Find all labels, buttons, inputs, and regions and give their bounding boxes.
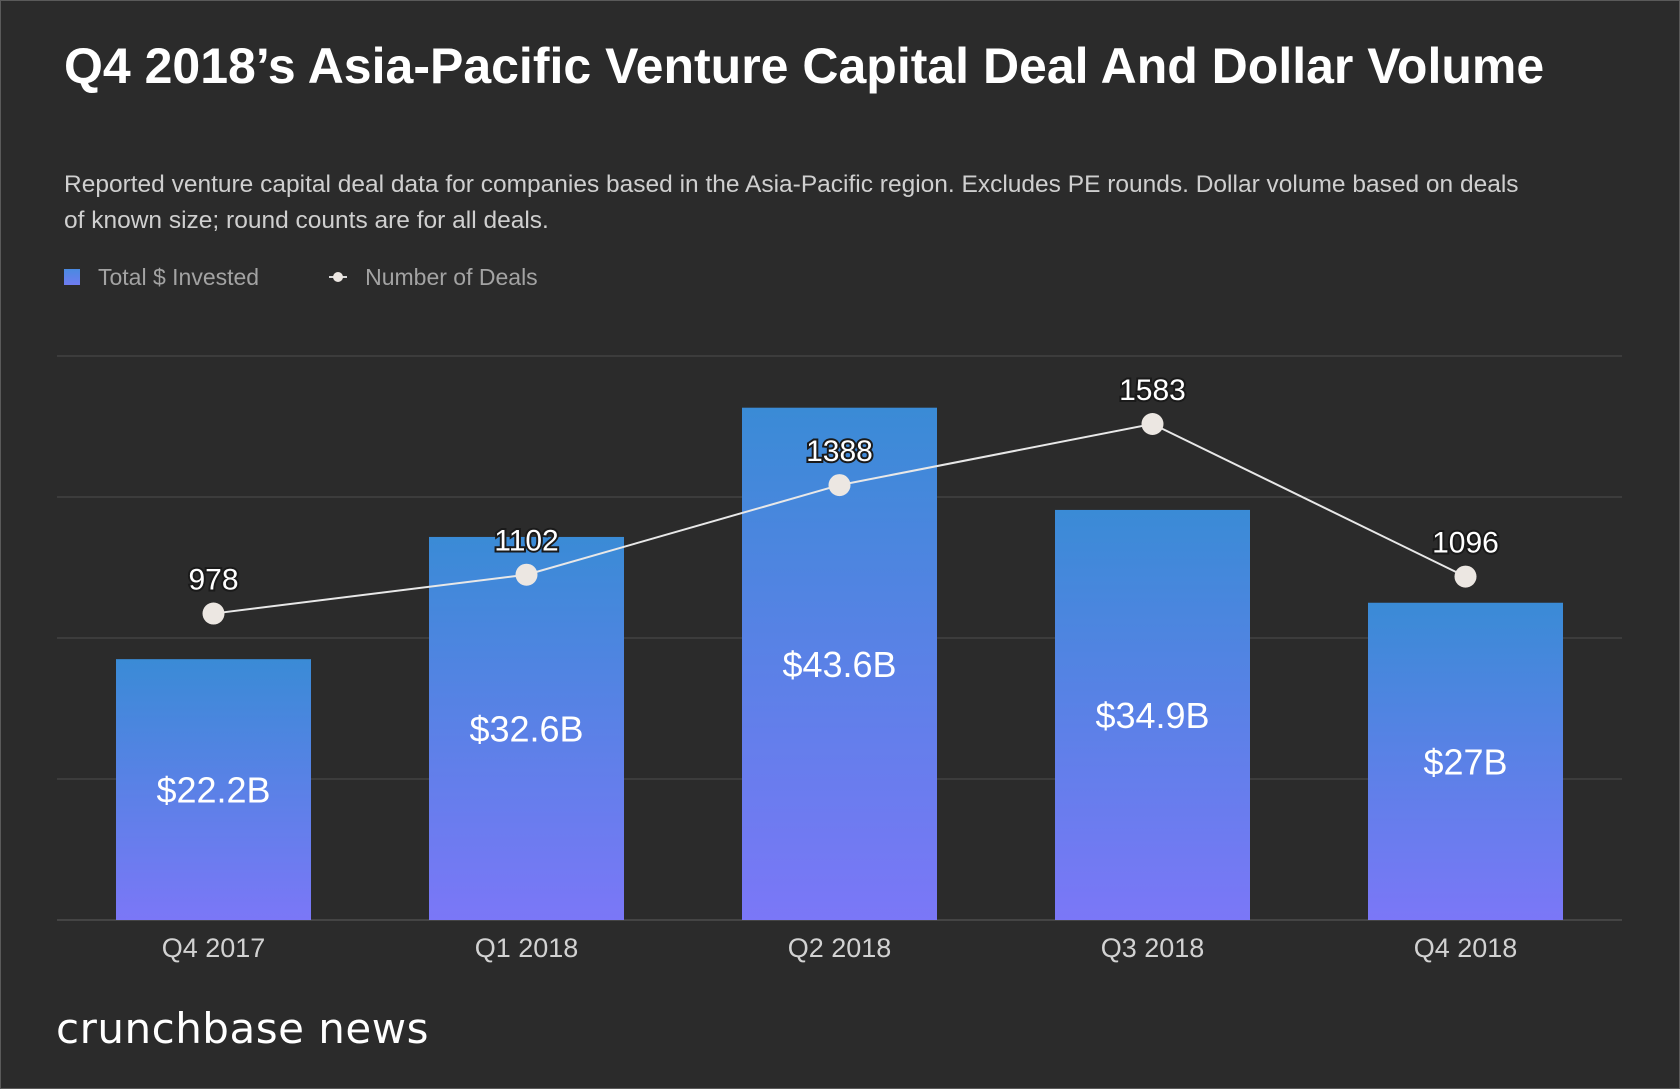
deals-value-label: 978 [188,564,238,597]
bar-series [116,407,1563,920]
legend-label-number-of-deals: Number of Deals [365,263,538,290]
deals-value-label: 1102 [494,525,559,558]
brand-logo: crunchbase news [56,1004,429,1053]
legend-item-number-of-deals[interactable]: Number of Deals [329,264,538,291]
legend: Total $ Invested Number of Deals [64,262,608,292]
deals-point[interactable] [1454,565,1477,588]
bar-q4-2017[interactable] [116,659,311,920]
bar-value-label: $27B [1423,741,1507,782]
x-axis: Q4 2017 Q1 2018 Q2 2018 Q3 2018 Q4 2018 [162,933,1518,963]
x-tick-label: Q2 2018 [788,933,892,963]
legend-line-marker-icon [329,269,348,285]
legend-item-total-invested[interactable]: Total $ Invested [64,264,259,291]
deals-value-label: 1096 [1432,527,1499,560]
deals-point[interactable] [515,563,538,586]
deals-point[interactable] [1141,412,1164,435]
x-tick-label: Q4 2017 [162,933,266,963]
deals-point[interactable] [828,474,851,497]
bar-q1-2018[interactable] [429,536,624,920]
bar-q4-2018[interactable] [1368,602,1563,920]
data-labels: $22.2B $32.6B $43.6B $34.9B $27B 978 1102 1388 1… [156,372,1507,811]
bar-value-label: $22.2B [156,770,270,811]
line-series [202,412,1477,625]
chart-title: Q4 2018’s Asia-Pacific Venture Capital D… [64,38,1545,94]
chart-subtitle: Reported venture capital deal data for c… [64,171,1519,234]
deals-value-label: 1388 [806,435,873,468]
deals-value-label: 1583 [1119,374,1186,407]
x-tick-label: Q4 2018 [1414,933,1518,963]
legend-label-total-invested: Total $ Invested [98,263,260,290]
deals-point[interactable] [202,602,225,625]
legend-bar-swatch-icon [64,269,80,285]
bar-value-label: $32.6B [469,708,583,749]
bar-q3-2018[interactable] [1055,509,1250,920]
x-tick-label: Q1 2018 [475,933,579,963]
bar-value-label: $43.6B [782,644,896,685]
x-tick-label: Q3 2018 [1101,933,1205,963]
bar-value-label: $34.9B [1095,695,1209,736]
